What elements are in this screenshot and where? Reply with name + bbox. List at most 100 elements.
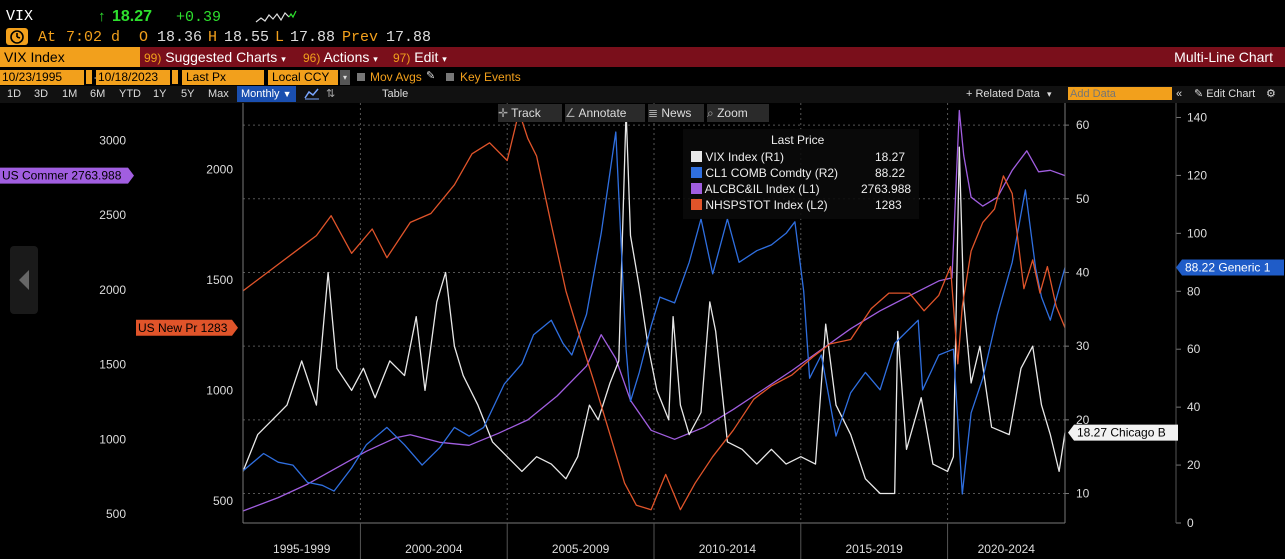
legend-value: 88.22 [875,166,906,180]
range-1m[interactable]: 1M [62,88,78,100]
legend-swatch [691,199,702,210]
suggested-charts-menu[interactable]: 99) Suggested Charts ▾ [144,47,286,67]
multi-line-chart: 1995-1999 2000-2004 2005-2009 2010-2014 2015… [0,103,1284,559]
y-tick-label-r2: 60 [1187,342,1201,356]
suggested-num: 99) [144,51,162,65]
legend-value: 1283 [875,198,902,212]
y-tick-label-l2: 1500 [206,273,233,287]
quote-bar: VIX ↑ 18.27 +0.39 [0,0,1285,28]
y-tick-label-l1: 500 [106,507,126,521]
annotate-label: Annotate [578,106,627,120]
range-max[interactable]: Max [208,88,229,100]
y-tick-label-r2: 80 [1187,284,1201,298]
legend-value: 2763.988 [861,182,912,196]
price-change: +0.39 [176,9,222,26]
legend-title: Last Price [771,133,825,147]
value-tag-cl1: 88.22 Generic 1 [1176,259,1284,276]
edit-menu[interactable]: 97) Edit ▾ [393,47,447,67]
track-label: Track [511,106,541,120]
y-tick-label-l1: 2500 [99,208,126,222]
y-tick-label-l1: 1500 [99,358,126,372]
scroll-left-button[interactable] [10,246,38,314]
y-tick-label-r2: 100 [1187,226,1207,240]
start-date-field[interactable]: 10/23/1995 [0,70,84,85]
collapse-icon[interactable]: « [1176,88,1183,100]
range-1y[interactable]: 1Y [153,88,167,100]
annotate-icon: ∠ [565,106,579,120]
value-tag-alcbc: US Commer 2763.988 [0,167,134,184]
sort-icon[interactable]: ⇅ [326,88,336,100]
track-button[interactable]: ✛ Track [498,104,562,122]
value-tag-shape [1068,424,1178,441]
pencil-icon[interactable]: ✎ [426,70,436,82]
prev-label: Prev [342,29,379,46]
up-arrow-icon: ↑ [98,8,106,25]
annotate-button[interactable]: ∠ Annotate [565,104,645,122]
field-select[interactable]: Last Px [182,70,264,85]
prev-value: 17.88 [386,29,432,46]
axes-layer: 1995-1999 2000-2004 2005-2009 2010-2014 2015… [99,103,1207,559]
range-1d[interactable]: 1D [7,88,22,100]
edit-chart-button[interactable]: ✎ Edit Chart [1194,86,1255,102]
y-tick-label-r1: 30 [1076,339,1090,353]
y-tick-label-l2: 1000 [206,383,233,397]
range-6m[interactable]: 6M [90,88,106,100]
actions-menu[interactable]: 96) Actions ▾ [303,47,378,67]
zoom-button[interactable]: ⌕ Zoom [707,104,769,122]
open-label: O [139,29,149,46]
value-tag-text: 18.27 Chicago B [1077,426,1166,440]
key-events-checkbox[interactable] [446,73,454,81]
quote-time: 7:02 d [66,29,121,46]
open-value: 18.36 [157,29,203,46]
news-icon: ≣ [648,106,662,120]
x-tick-label: 2005-2009 [552,542,610,556]
frequency-select[interactable]: Monthly ▼ [237,86,296,102]
key-events-label: Key Events [460,70,521,84]
legend-label: CL1 COMB Comdty (R2) [705,166,839,180]
range-3d[interactable]: 3D [34,88,49,100]
y-tick-label-r2: 120 [1187,168,1207,182]
at-label: At [38,29,57,46]
menu-bar: VIX Index 99) Suggested Charts ▾ 96) Act… [0,47,1285,67]
table-button[interactable]: Table [382,88,409,100]
dropdown-arrow-icon[interactable]: ▾ [340,70,350,85]
add-data-input[interactable] [1068,87,1172,100]
chart-type-label: Multi-Line Chart [1174,49,1273,65]
clock-icon [6,28,28,45]
settings-icon[interactable]: ⚙ [1266,88,1276,100]
news-button[interactable]: ≣ News [648,104,704,122]
x-tick-label: 2020-2024 [978,542,1036,556]
news-label: News [661,106,692,120]
dropdown-arrow-icon: ▾ [373,54,378,64]
security-field[interactable]: VIX Index [0,47,140,67]
legend-entry: NHSPSTOT Index (L2) 1283 [691,198,913,212]
currency-select[interactable]: Local CCY [268,70,338,85]
legend-label: VIX Index (R1) [705,150,785,164]
line-chart-icon[interactable] [304,86,320,102]
y-tick-label-l2: 500 [213,494,233,508]
value-tag-text: US Commer 2763.988 [2,169,122,183]
y-tick-label-r1: 60 [1076,118,1090,132]
series-line-alcbc [242,109,1066,512]
value-tag-shape [0,167,134,184]
x-tick-label: 2015-2019 [845,542,903,556]
suggested-label: Suggested Charts [165,49,278,65]
dropdown-arrow-icon: ▼ [282,89,292,99]
legend-label: NHSPSTOT Index (L2) [705,198,828,212]
edit-label: Edit [414,49,439,65]
calendar-icon[interactable] [172,70,178,84]
mov-avgs-label: Mov Avgs [370,70,422,84]
value-tags: US Commer 2763.988 US New Pr 1283 88.22 Ge… [0,167,1284,441]
mov-avgs-checkbox[interactable] [357,73,365,81]
y-tick-label-r2: 140 [1187,110,1207,124]
range-ytd[interactable]: YTD [119,88,141,100]
calendar-icon[interactable] [86,70,92,84]
related-data-button[interactable]: + Related Data [966,88,1040,100]
end-date-field[interactable]: 10/18/2023 [96,70,170,85]
ticker: VIX [6,8,34,25]
range-5y[interactable]: 5Y [181,88,195,100]
dropdown-arrow-icon[interactable]: ▾ [1047,89,1052,99]
crosshair-icon: ✛ [498,106,512,120]
series-line-nhspstot [242,111,1066,511]
legend-entry: CL1 COMB Comdty (R2) 88.22 [691,166,913,180]
